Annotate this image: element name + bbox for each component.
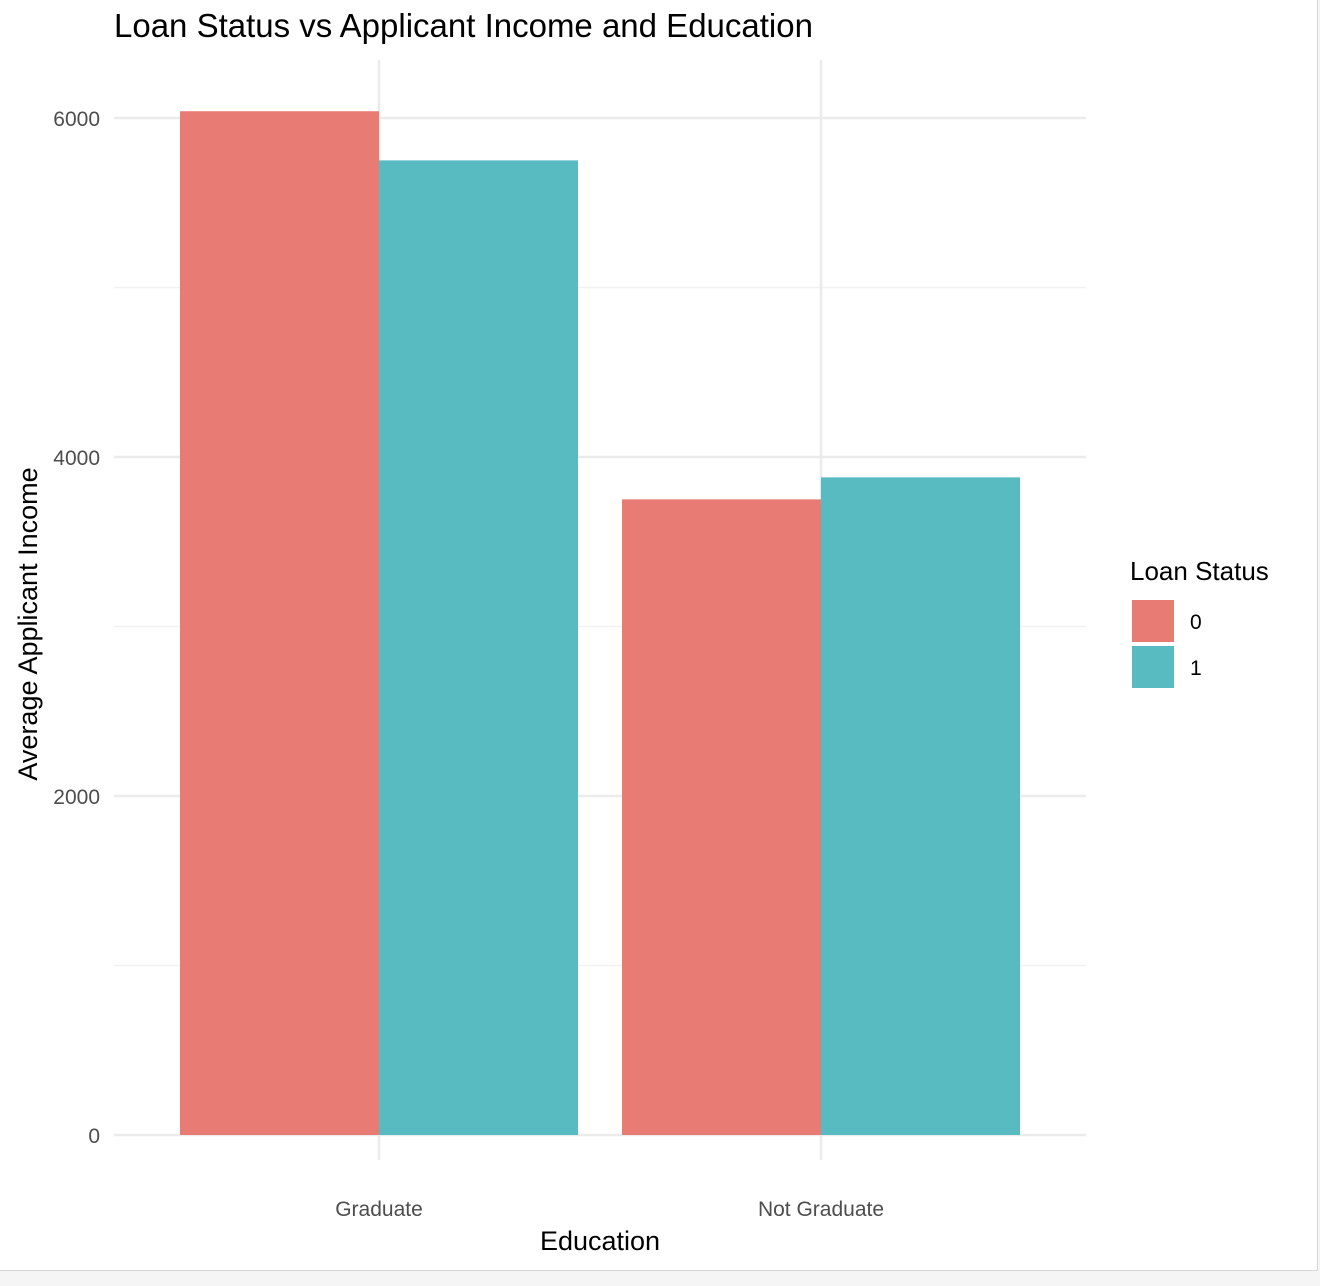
y-axis-title: Average Applicant Income	[13, 467, 43, 780]
y-tick-label: 4000	[53, 447, 100, 470]
x-tick-label: Not Graduate	[758, 1198, 884, 1221]
legend-key-1	[1132, 646, 1174, 688]
x-tick-label: Graduate	[335, 1198, 423, 1221]
y-tick-label: 0	[88, 1125, 100, 1148]
legend-label-1: 1	[1190, 657, 1202, 680]
y-tick-label: 2000	[53, 786, 100, 809]
legend-title: Loan Status	[1130, 556, 1269, 586]
bars	[180, 111, 1020, 1136]
y-tick-label: 6000	[53, 108, 100, 131]
bar-1-series-1	[821, 477, 1020, 1136]
legend-label-0: 0	[1190, 611, 1202, 634]
bar-1-series-0	[622, 499, 821, 1135]
chart-title: Loan Status vs Applicant Income and Educ…	[114, 7, 813, 44]
legend-key-0	[1132, 600, 1174, 642]
x-axis-ticks: Graduate Not Graduate	[335, 1198, 884, 1221]
bar-0-series-0	[180, 111, 379, 1136]
legend-items: 01	[1132, 600, 1202, 688]
x-axis-title: Education	[540, 1226, 660, 1256]
bar-0-series-1	[379, 160, 578, 1135]
y-axis-ticks: 0 2000 4000 6000	[53, 108, 100, 1148]
legend: Loan Status 01	[1130, 556, 1269, 688]
